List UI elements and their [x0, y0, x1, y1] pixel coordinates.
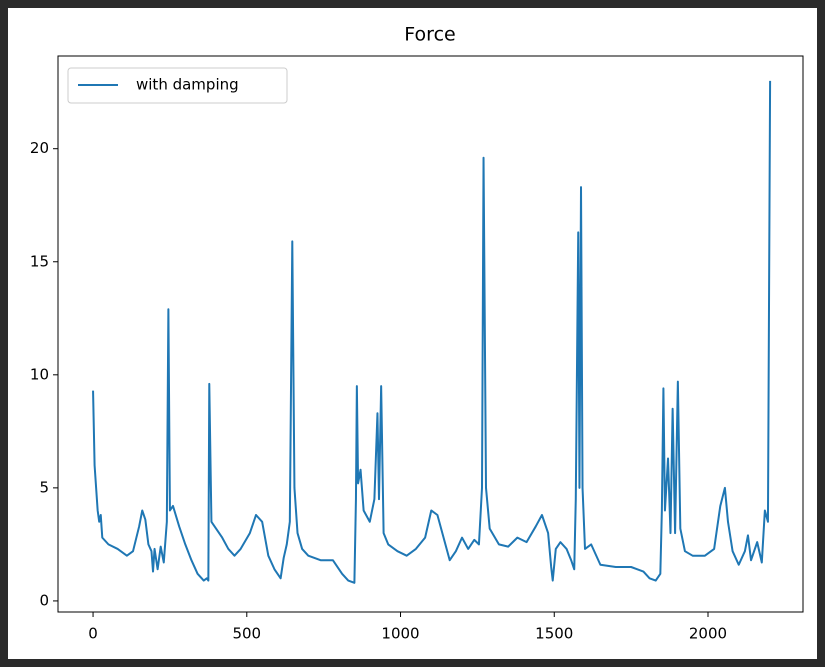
x-tick-label: 2000 — [689, 625, 727, 643]
y-tick-label: 20 — [30, 139, 49, 157]
x-tick-label: 1500 — [535, 625, 573, 643]
y-tick-label: 10 — [30, 365, 49, 383]
legend-label: with damping — [136, 76, 239, 94]
chart-title: Force — [404, 24, 455, 46]
x-tick-label: 500 — [232, 625, 261, 643]
legend-box — [67, 67, 288, 104]
x-tick-label: 0 — [88, 625, 98, 643]
axes-frame — [57, 55, 804, 613]
x-tick-label: 1000 — [381, 625, 419, 643]
y-tick-label: 5 — [39, 478, 49, 496]
figure — [8, 8, 817, 659]
y-tick-label: 0 — [39, 591, 49, 609]
y-tick-label: 15 — [30, 252, 49, 270]
data-line — [92, 80, 772, 584]
